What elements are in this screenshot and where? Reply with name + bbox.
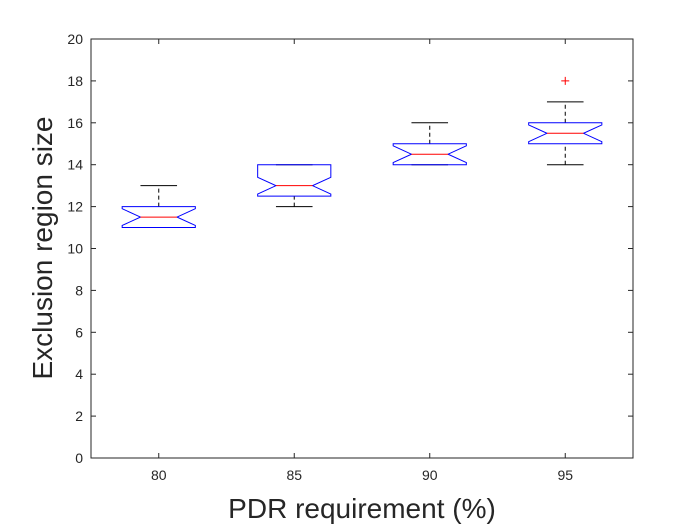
box-body (392, 143, 467, 166)
x-axis-title: PDR requirement (%) (228, 493, 496, 524)
y-tick-label: 4 (75, 366, 83, 382)
y-tick-label: 6 (75, 324, 83, 340)
boxes (121, 76, 603, 229)
y-tick-label: 10 (67, 241, 83, 257)
y-tick-label: 2 (75, 408, 83, 424)
y-axis: 0 2 4 6 8 10 12 14 16 18 20 (67, 31, 633, 466)
y-tick-label: 12 (67, 199, 83, 215)
y-axis-title: Exclusion region size (27, 116, 58, 379)
box-body (528, 122, 603, 145)
box-85 (257, 164, 332, 208)
outlier-marker (561, 76, 570, 85)
y-tick-label: 20 (67, 31, 83, 47)
x-tick-label: 90 (422, 467, 438, 483)
box-body (257, 164, 332, 197)
y-tick-label: 18 (67, 73, 83, 89)
box-body (121, 206, 196, 229)
y-tick-label: 8 (75, 282, 83, 298)
box-95 (528, 76, 603, 166)
x-tick-label: 85 (286, 467, 302, 483)
y-tick-label: 14 (67, 157, 83, 173)
y-tick-label: 16 (67, 115, 83, 131)
y-tick-label: 0 (75, 450, 83, 466)
x-tick-label: 95 (557, 467, 573, 483)
plot-area (90, 38, 634, 459)
box-80 (121, 185, 196, 229)
x-axis: 80 85 90 95 (151, 39, 573, 483)
box-90 (392, 122, 467, 166)
x-tick-label: 80 (151, 467, 167, 483)
